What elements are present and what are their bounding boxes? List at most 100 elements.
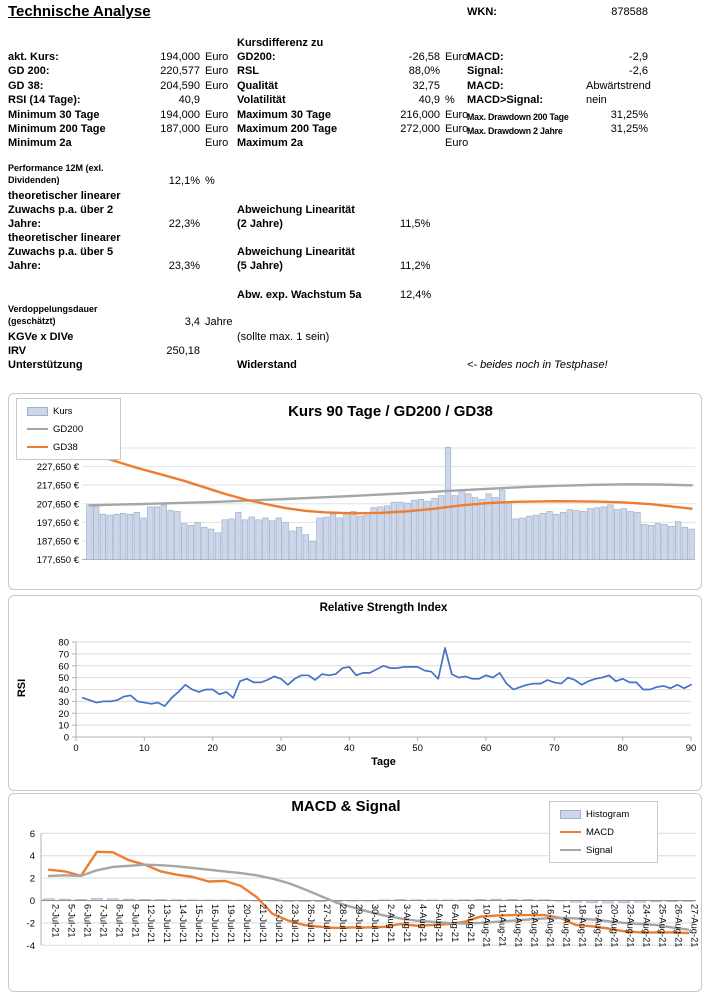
min200-value: 187,000 — [160, 123, 200, 135]
kgve-label: KGVe x DIVe — [8, 331, 74, 343]
wkn-value: 878588 — [611, 6, 648, 18]
svg-text:16-Aug-21: 16-Aug-21 — [546, 904, 556, 947]
svg-text:8-Jul-21: 8-Jul-21 — [114, 904, 124, 938]
svg-text:2-Aug-21: 2-Aug-21 — [386, 904, 396, 942]
max200-unit: Euro — [445, 123, 469, 135]
svg-text:187,650 €: 187,650 € — [37, 536, 80, 547]
svg-text:30: 30 — [58, 697, 69, 708]
macd-chart-legend: Histogram MACD Signal — [549, 801, 658, 863]
legend-label: MACD — [586, 826, 614, 838]
max2a-label: Maximum 2a — [237, 137, 304, 149]
dd200-label: Max. Drawdown 200 Tage — [467, 112, 569, 122]
svg-text:22-Jul-21: 22-Jul-21 — [274, 904, 284, 943]
lin2-label-2: Zuwachs p.a. über 2 — [8, 204, 114, 216]
legend-label: GD38 — [53, 441, 78, 453]
svg-text:12-Aug-21: 12-Aug-21 — [514, 904, 524, 947]
kursdifferenz-header: Kursdifferenz zu — [237, 37, 324, 49]
rsi-label: RSI (14 Tage): — [8, 94, 81, 106]
signal-value: -2,6 — [629, 65, 648, 77]
svg-text:13-Aug-21: 13-Aug-21 — [530, 904, 540, 947]
svg-text:80: 80 — [58, 638, 69, 649]
rsl-value: 88,0% — [408, 65, 440, 77]
abw2-label-1: Abweichung Linearität — [237, 204, 355, 216]
max30-value: 216,000 — [400, 109, 440, 121]
max2a-unit: Euro — [445, 137, 469, 149]
signal-label: Signal: — [467, 65, 504, 77]
macd-trend-value: Abwärtstrend — [586, 80, 651, 92]
svg-text:2-Jul-21: 2-Jul-21 — [50, 904, 60, 938]
lin5-label-3: Jahre: — [8, 260, 42, 272]
max200-label: Maximum 200 Tage — [237, 123, 338, 135]
legend-item-gd200: GD200 — [17, 420, 120, 438]
kgve-note: (sollte max. 1 sein) — [237, 331, 330, 343]
lin2-label-1: theoretischer linearer — [8, 190, 121, 202]
legend-label: Kurs — [53, 405, 73, 417]
max200-value: 272,000 — [400, 123, 440, 135]
gd38-unit: Euro — [205, 80, 229, 92]
macd-chart: 6 4 2 0 -2 -4 2-Jul-21 5-Jul-21 6-Jul-21 7-Jul-21… — [27, 829, 700, 952]
abw-exp-value: 12,4% — [400, 289, 432, 301]
svg-text:30-Jul-21: 30-Jul-21 — [370, 904, 380, 943]
gd38-line-swatch-icon — [27, 445, 48, 449]
svg-text:3-Aug-21: 3-Aug-21 — [402, 904, 412, 942]
max30-unit: Euro — [445, 109, 469, 121]
svg-text:-4: -4 — [27, 941, 35, 952]
lin2-value: 22,3% — [168, 218, 200, 230]
vola-value: 40,9 — [418, 94, 440, 106]
svg-text:19-Aug-21: 19-Aug-21 — [594, 904, 604, 947]
svg-text:24-Aug-21: 24-Aug-21 — [642, 904, 652, 947]
macd-label: MACD: — [467, 51, 504, 63]
svg-text:40: 40 — [344, 743, 355, 754]
svg-text:70: 70 — [58, 649, 69, 660]
svg-text:19-Jul-21: 19-Jul-21 — [226, 904, 236, 943]
verdoppelung-label-1: Verdoppelungsdauer — [8, 304, 98, 314]
gd38-value: 204,590 — [160, 80, 200, 92]
svg-text:-2: -2 — [27, 918, 35, 929]
kurs-bar-swatch-icon — [27, 406, 48, 416]
abw5-label-1: Abweichung Linearität — [237, 246, 355, 258]
svg-text:70: 70 — [549, 743, 560, 754]
max30-label: Maximum 30 Tage — [237, 109, 331, 121]
svg-text:40: 40 — [58, 685, 69, 696]
svg-text:20-Aug-21: 20-Aug-21 — [610, 904, 620, 947]
svg-text:13-Jul-21: 13-Jul-21 — [162, 904, 172, 943]
lin5-value: 23,3% — [168, 260, 200, 272]
macd-value: -2,9 — [629, 51, 648, 63]
price-chart-legend: Kurs GD200 GD38 — [16, 398, 121, 460]
legend-item-gd38: GD38 — [17, 438, 120, 456]
qualitaet-value: 32,75 — [412, 80, 440, 92]
price-chart: 177,650 € 187,650 € 197,650 € 207,650 € 217,… — [37, 444, 695, 566]
rsi-chart-title: Relative Strength Index — [319, 602, 448, 614]
rsi-chart-panel: 0 10 20 30 40 50 60 70 80 0 10 20 30 40 50 60 70 80 90 Rel… — [8, 595, 702, 791]
macd-trend-label: MACD: — [467, 80, 504, 92]
svg-text:7-Jul-21: 7-Jul-21 — [98, 904, 108, 938]
macd-chart-title: MACD & Signal — [291, 798, 401, 815]
svg-text:177,650 €: 177,650 € — [37, 555, 80, 566]
lin5-label-2: Zuwachs p.a. über 5 — [8, 246, 114, 258]
irv-value: 250,18 — [166, 345, 200, 357]
akt-kurs-value: 194,000 — [160, 51, 200, 63]
macd-line-swatch-icon — [560, 830, 581, 834]
svg-text:9-Jul-21: 9-Jul-21 — [130, 904, 140, 938]
verdoppelung-label-2: (geschätzt) — [8, 316, 56, 326]
gd200-line-swatch-icon — [27, 427, 48, 431]
svg-text:50: 50 — [58, 673, 69, 684]
abw5-value: 11,2% — [400, 260, 431, 272]
lin5-label-1: theoretischer linearer — [8, 232, 121, 244]
svg-text:6: 6 — [30, 829, 35, 840]
svg-text:20-Jul-21: 20-Jul-21 — [242, 904, 252, 943]
gd38-label: GD 38: — [8, 80, 44, 92]
svg-text:14-Jul-21: 14-Jul-21 — [178, 904, 188, 943]
dd2j-label: Max. Drawdown 2 Jahre — [467, 126, 563, 136]
abw-exp-label: Abw. exp. Wachstum 5a — [237, 289, 362, 301]
svg-text:0: 0 — [64, 733, 69, 744]
svg-text:60: 60 — [481, 743, 492, 754]
min30-label: Minimum 30 Tage — [8, 109, 100, 121]
svg-text:0: 0 — [30, 896, 35, 907]
performance-value: 12,1% — [168, 175, 200, 187]
verdoppelung-unit: Jahre — [205, 316, 233, 328]
macd-gt-signal-value: nein — [586, 94, 607, 106]
svg-text:10: 10 — [139, 743, 150, 754]
unterstuetzung-label: Unterstützung — [8, 359, 83, 371]
